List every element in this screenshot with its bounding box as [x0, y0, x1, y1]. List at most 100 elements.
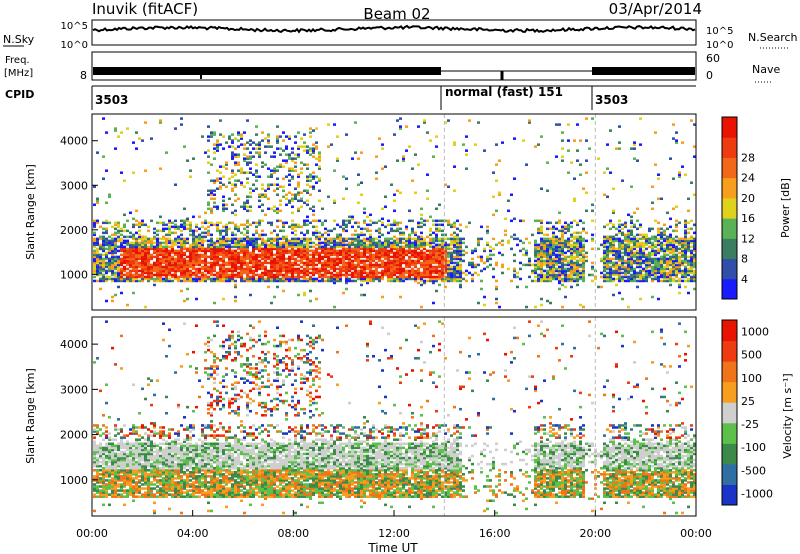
range-cell — [150, 243, 153, 247]
range-cell — [153, 273, 156, 277]
range-cell — [192, 237, 195, 241]
range-cell — [507, 209, 510, 213]
range-cell — [228, 243, 231, 247]
range-cell — [666, 265, 669, 269]
range-cell — [237, 261, 240, 265]
range-cell — [99, 450, 102, 454]
range-cell — [576, 223, 579, 227]
range-cell — [180, 269, 183, 273]
range-cell — [540, 255, 543, 259]
range-cell — [306, 245, 309, 249]
range-cell — [546, 247, 549, 251]
range-cell — [177, 227, 180, 231]
range-cell — [279, 219, 282, 223]
range-cell — [96, 197, 99, 201]
range-cell — [111, 267, 114, 271]
range-cell — [576, 275, 579, 279]
range-cell — [609, 171, 612, 174]
range-cell — [102, 269, 105, 273]
range-cell — [369, 257, 372, 261]
range-cell — [570, 249, 573, 253]
range-cell — [138, 245, 141, 249]
range-cell — [387, 251, 390, 255]
range-cell — [183, 257, 186, 261]
range-cell — [360, 151, 363, 154]
range-cell — [105, 131, 108, 134]
range-cell — [330, 229, 333, 233]
range-cell — [336, 243, 339, 247]
range-cell — [411, 227, 414, 231]
range-cell — [144, 121, 147, 124]
range-cell — [603, 255, 606, 259]
range-cell — [192, 245, 195, 249]
range-cell — [684, 221, 687, 225]
range-cell — [198, 275, 201, 279]
range-cell — [420, 271, 423, 275]
range-cell — [576, 283, 579, 287]
range-cell — [561, 251, 564, 255]
range-cell — [528, 275, 531, 279]
range-cell — [246, 177, 249, 180]
range-cell — [225, 273, 228, 277]
range-cell — [678, 221, 681, 225]
range-cell — [312, 155, 315, 158]
range-cell — [159, 121, 162, 124]
range-cell — [96, 477, 99, 480]
range-cell — [678, 241, 681, 245]
range-cell — [630, 253, 633, 257]
range-cell — [681, 255, 684, 259]
range-cell — [108, 245, 111, 249]
range-cell — [276, 265, 279, 269]
range-cell — [195, 269, 198, 273]
range-cell — [201, 255, 204, 259]
range-cell — [165, 245, 168, 249]
range-cell — [231, 141, 234, 144]
range-cell — [102, 257, 105, 261]
range-cell — [429, 237, 432, 241]
range-cell — [249, 259, 252, 263]
range-cell — [282, 177, 285, 180]
range-cell — [240, 239, 243, 243]
range-cell — [333, 123, 336, 126]
range-cell — [222, 203, 225, 207]
range-cell — [414, 269, 417, 273]
range-cell — [183, 253, 186, 257]
range-cell — [300, 245, 303, 249]
range-cell — [465, 273, 468, 277]
range-cell — [285, 271, 288, 275]
range-cell — [303, 237, 306, 241]
range-cell — [363, 263, 366, 267]
range-cell — [456, 251, 459, 255]
range-cell — [561, 139, 564, 142]
range-cell — [579, 239, 582, 243]
range-cell — [564, 267, 567, 271]
range-cell — [633, 157, 636, 160]
range-cell — [117, 221, 120, 225]
range-cell — [180, 255, 183, 259]
range-cell — [411, 245, 414, 249]
range-cell — [327, 145, 330, 148]
range-cell — [219, 259, 222, 263]
range-cell — [651, 251, 654, 255]
range-cell — [234, 147, 237, 150]
range-cell — [573, 245, 576, 249]
range-cell — [393, 239, 396, 243]
range-cell — [297, 207, 300, 211]
range-cell — [615, 251, 618, 255]
range-cell — [102, 241, 105, 245]
range-cell — [195, 259, 198, 263]
range-cell — [306, 183, 309, 186]
range-cell — [648, 269, 651, 273]
range-cell — [564, 269, 567, 273]
range-cell — [618, 259, 621, 263]
range-cell — [294, 253, 297, 257]
range-cell — [192, 247, 195, 251]
range-cell — [291, 251, 294, 255]
range-cell — [402, 275, 405, 279]
range-cell — [231, 267, 234, 271]
range-cell — [141, 265, 144, 269]
range-cell — [675, 279, 678, 283]
range-cell — [210, 267, 213, 271]
range-cell — [606, 143, 609, 146]
